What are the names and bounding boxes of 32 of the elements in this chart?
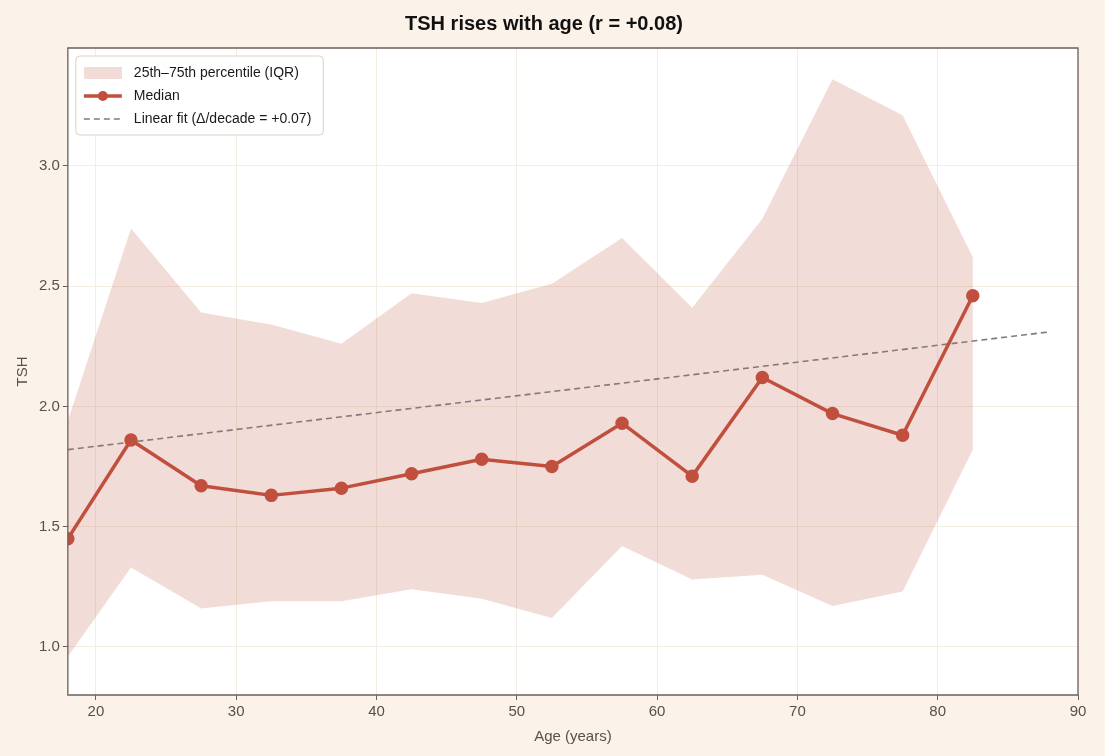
y-tick-label: 2.5 (38, 276, 60, 294)
legend-label: Linear fit (Δ/decade = +0.07) (133, 109, 312, 126)
legend-label: Median (133, 86, 180, 103)
annotation: 25th–75th percentile (IQR) (133, 63, 299, 80)
y-tick-label: 1.0 (38, 637, 60, 655)
y-tick-label: 2.0 (38, 396, 60, 414)
x-tick-label: 20 (87, 702, 105, 720)
point (264, 488, 279, 503)
y-axis-title: TSH (13, 356, 31, 387)
point (194, 479, 208, 493)
x-axis-title: Age (years) (534, 727, 612, 745)
x-tick-label: 60 (648, 702, 666, 720)
point (685, 469, 699, 483)
point (825, 406, 840, 421)
x-tick-label: 90 (1069, 702, 1087, 720)
x-tick-label: 80 (929, 702, 947, 720)
y-tick-label: 1.5 (38, 516, 60, 534)
x-tick-label: 70 (789, 702, 806, 720)
y-tick-label: 3.0 (38, 156, 60, 173)
x-tick-label: 30 (227, 702, 245, 720)
point (755, 370, 770, 385)
point (895, 428, 910, 442)
point (474, 452, 489, 467)
x-tick-label: 40 (368, 702, 385, 720)
point (966, 288, 980, 303)
x-tick-label: 50 (508, 702, 526, 720)
point (334, 481, 349, 495)
point (124, 433, 138, 447)
point (404, 466, 419, 481)
point (615, 416, 629, 430)
chart-title: TSH rises with age (r = +0.08) (405, 11, 683, 34)
point (545, 459, 559, 474)
